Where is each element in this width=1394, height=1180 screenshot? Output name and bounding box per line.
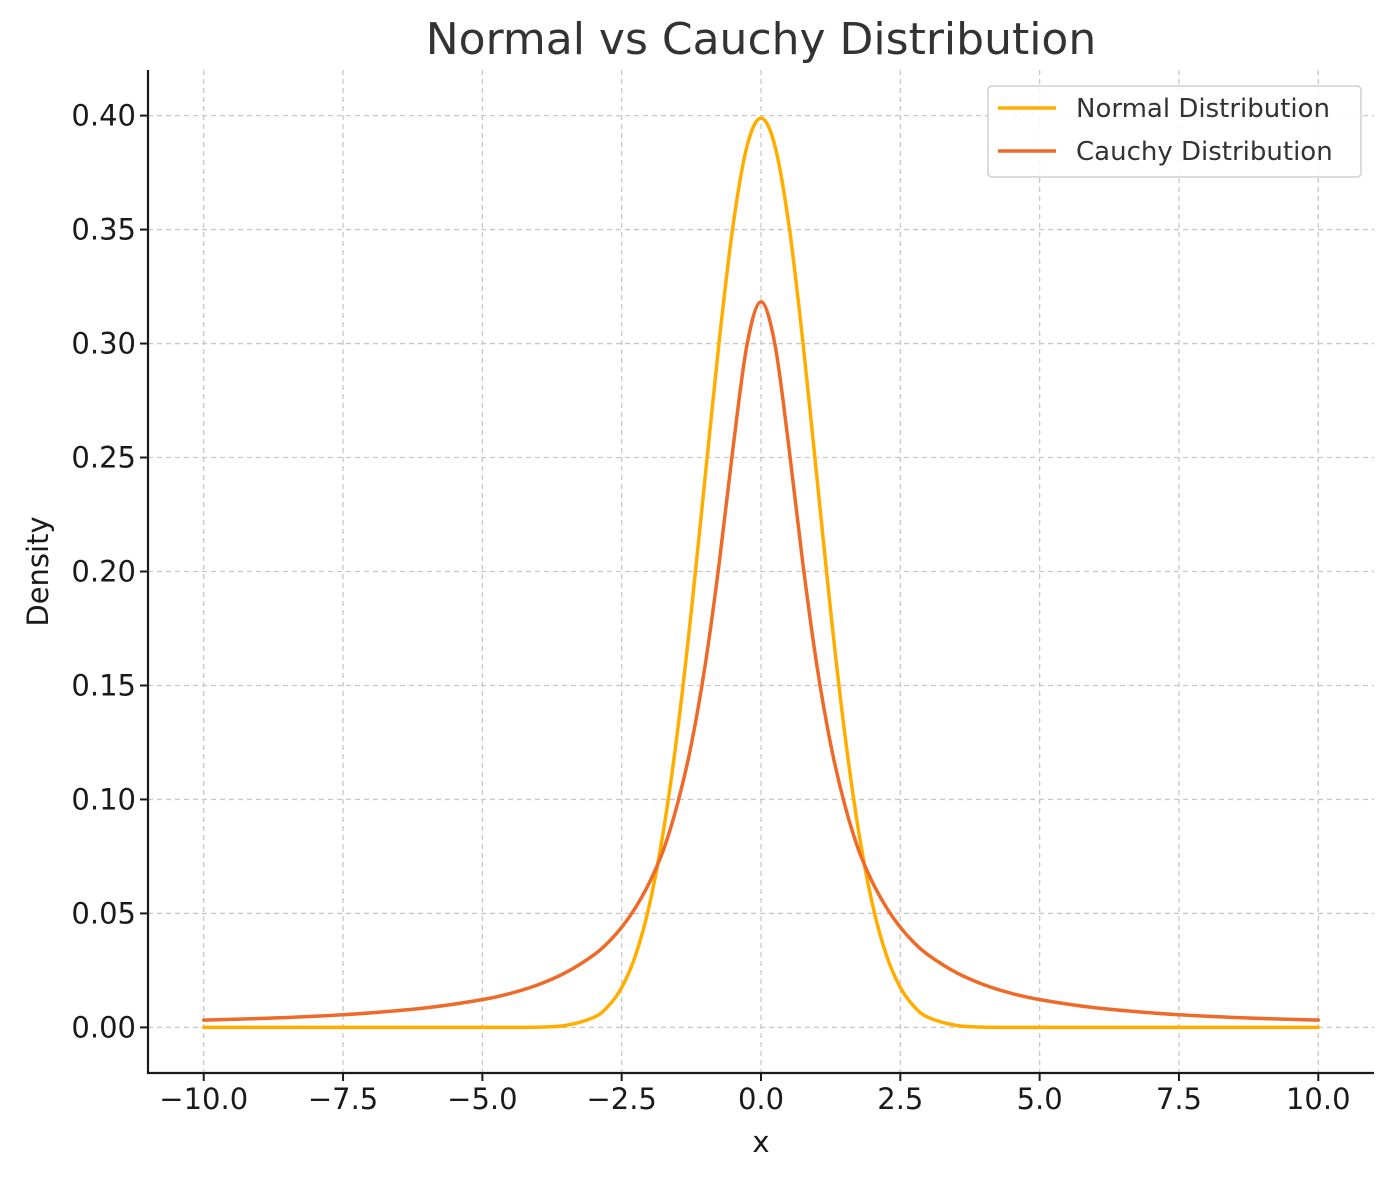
- chart-title: Normal vs Cauchy Distribution: [426, 14, 1097, 65]
- legend: Normal Distribution Cauchy Distribution: [987, 85, 1362, 178]
- ticks-layer: −10.0 −7.5 −5.0 −2.5 0.0 2.5 5.0 7.5 10.0 0.00 0.0…: [71, 99, 1350, 1116]
- x-tick-label: −10.0: [159, 1082, 248, 1116]
- legend-label-normal: Normal Distribution: [1076, 94, 1330, 124]
- grid-layer: [148, 70, 1374, 1073]
- y-tick-label: 0.10: [71, 782, 136, 816]
- x-tick-label: −7.5: [308, 1082, 378, 1116]
- y-tick-label: 0.20: [71, 555, 136, 589]
- y-tick-label: 0.05: [71, 896, 136, 930]
- x-tick-label: −2.5: [586, 1082, 656, 1116]
- y-tick-label: 0.25: [71, 441, 136, 475]
- x-tick-label: 7.5: [1156, 1082, 1202, 1116]
- y-tick-label: 0.40: [71, 99, 136, 133]
- y-tick-label: 0.00: [71, 1010, 136, 1044]
- cauchy-distribution-line: [201, 300, 1321, 1022]
- x-axis-title: x: [752, 1125, 769, 1159]
- y-tick-label: 0.35: [71, 213, 136, 247]
- x-tick-label: 10.0: [1286, 1082, 1351, 1116]
- x-tick-label: 2.5: [877, 1082, 923, 1116]
- y-tick-label: 0.30: [71, 327, 136, 361]
- x-tick-label: 0.0: [738, 1082, 784, 1116]
- x-tick-label: 5.0: [1017, 1082, 1063, 1116]
- normal-distribution-line: [201, 116, 1321, 1030]
- legend-label-cauchy: Cauchy Distribution: [1076, 137, 1333, 167]
- y-axis-title: Density: [21, 516, 55, 626]
- series-layer: [201, 116, 1321, 1030]
- legend-box: [987, 85, 1362, 178]
- y-tick-label: 0.15: [71, 668, 136, 702]
- x-tick-label: −5.0: [447, 1082, 517, 1116]
